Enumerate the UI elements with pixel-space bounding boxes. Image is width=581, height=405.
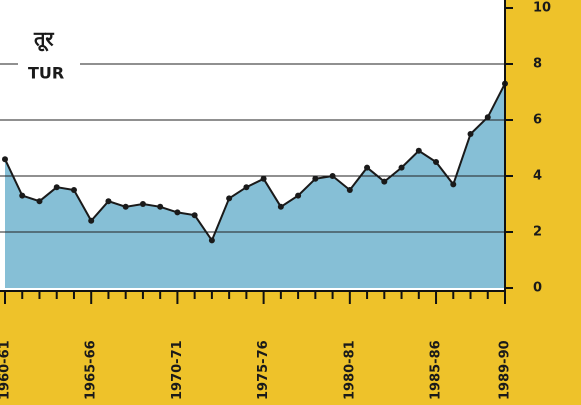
y-tick-label: 6 — [533, 113, 542, 128]
point — [329, 173, 336, 179]
point — [105, 198, 112, 205]
x-tick-label: 1960-61 — [0, 340, 13, 400]
point — [174, 209, 181, 216]
point — [260, 175, 267, 182]
point — [312, 175, 319, 182]
x-tick-label: 1975-76 — [256, 340, 271, 400]
point — [484, 114, 491, 121]
title-box — [18, 22, 80, 84]
x-tick-label: 1980-81 — [342, 340, 357, 400]
point — [381, 178, 388, 185]
point — [364, 164, 371, 171]
area — [5, 83, 505, 288]
chart-subtitle: TUR — [28, 64, 64, 83]
point — [53, 184, 60, 191]
point — [450, 181, 457, 188]
point — [122, 203, 129, 210]
point — [208, 237, 215, 244]
y-tick-label: 4 — [533, 169, 542, 184]
point — [2, 156, 8, 163]
y-tick-label: 10 — [533, 1, 551, 16]
point — [295, 192, 302, 199]
x-tick-label: 1965-66 — [84, 340, 99, 400]
point — [191, 212, 198, 219]
point — [243, 184, 250, 191]
point — [398, 164, 405, 171]
point — [226, 195, 233, 202]
point — [19, 192, 26, 199]
line — [4, 83, 506, 243]
point — [70, 187, 77, 193]
point — [433, 159, 440, 165]
point — [139, 201, 146, 207]
point — [277, 203, 284, 210]
point — [88, 217, 95, 224]
y-tick-label: 0 — [533, 281, 542, 296]
x-tick-label: 1989-90 — [498, 340, 513, 400]
chart-title: तूर — [33, 27, 54, 52]
point — [346, 187, 353, 193]
x-tick-label: 1985-86 — [429, 340, 444, 400]
y-tick-label: 8 — [533, 57, 542, 72]
point — [157, 203, 164, 210]
y-tick-label: 2 — [533, 225, 542, 240]
point — [415, 147, 422, 154]
point — [36, 198, 43, 205]
point — [467, 131, 474, 137]
x-tick-label: 1970-71 — [170, 340, 185, 400]
